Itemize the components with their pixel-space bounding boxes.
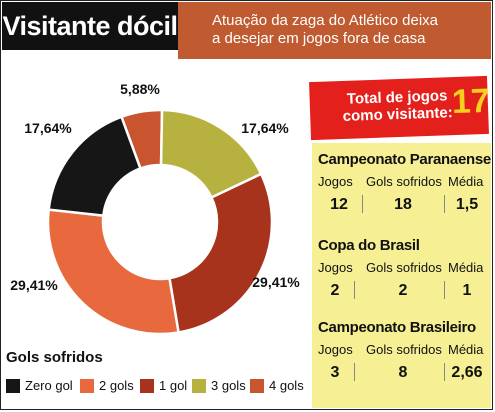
header-gols-sofridos: Gols sofridos (366, 260, 442, 275)
value-jogos: 12 (330, 196, 348, 213)
subtitle-line-2: a desejar em jogos fora de casa (212, 30, 426, 47)
legend-label: 1 gol (159, 378, 188, 393)
legend-label: 3 gols (211, 378, 246, 393)
header-media: Média (448, 174, 484, 189)
page-title: Visitante dócil (2, 2, 178, 50)
legend-swatch (6, 378, 20, 393)
legend-item-4-gols: 4 gols (250, 378, 304, 393)
legend-item-zero-gol: Zero gol (6, 378, 73, 393)
value-media: 2,66 (451, 364, 483, 381)
slice-1-gol (167, 172, 274, 334)
title-text: Visitante dócil (2, 10, 178, 41)
competition-title: Copa do Brasil (318, 237, 420, 254)
separator (444, 281, 445, 299)
separator (362, 195, 363, 213)
value-gols-sofridos: 8 (398, 364, 408, 381)
legend-label: 2 gols (99, 378, 134, 393)
slice-label-2-gols: 29,41% (10, 277, 58, 293)
value-gols-sofridos: 18 (394, 196, 412, 213)
value-jogos: 2 (330, 282, 340, 299)
slice-label-zero-gol: 17,64% (24, 120, 72, 136)
legend-label: Zero gol (25, 378, 73, 393)
header-jogos: Jogos (318, 260, 353, 275)
legend-title: Gols sofridos (6, 349, 103, 366)
value-gols-sofridos: 2 (398, 282, 408, 299)
subtitle-line-1: Atuação da zaga do Atlético deixa (212, 12, 438, 29)
legend-item-2-gols: 2 gols (80, 378, 134, 393)
competition-title: Campeonato Paranaense (318, 151, 491, 168)
total-games-badge: Total de jogos como visitante: 17 (309, 75, 491, 141)
separator (354, 363, 355, 381)
value-media: 1,5 (455, 196, 479, 213)
header-jogos: Jogos (318, 342, 353, 357)
slice-label-3-gols: 17,64% (241, 120, 289, 136)
header-media: Média (448, 342, 484, 357)
legend-item-1-gol: 1 gol (140, 378, 187, 393)
legend-label: 4 gols (269, 378, 304, 393)
total-games-value: 17 (451, 81, 491, 122)
competition-title: Campeonato Brasileiro (318, 319, 476, 336)
separator (444, 195, 445, 213)
subtitle-banner: Atuação da zaga do Atlético deixa a dese… (178, 2, 491, 59)
value-jogos: 3 (330, 364, 340, 381)
total-games-label: Total de jogos como visitante: (339, 87, 455, 125)
legend-item-3-gols: 3 gols (192, 378, 246, 393)
donut-chart: 5,88% 17,64% 29,41% 29,41% 17,64% (10, 81, 300, 336)
slice-label-4-gols: 5,88% (120, 81, 160, 97)
slice-2-gols (46, 208, 180, 336)
separator (354, 281, 355, 299)
slice-zero-gol (47, 115, 143, 218)
total-label-line-2: como visitante: (342, 104, 454, 125)
legend-swatch (250, 378, 264, 393)
separator (444, 363, 445, 381)
slice-label-1-gol: 29,41% (252, 274, 300, 290)
competitions-panel: Campeonato Paranaense Jogos Gols sofrido… (312, 143, 491, 408)
legend-swatch (80, 378, 94, 393)
legend-swatch (192, 378, 206, 393)
header-gols-sofridos: Gols sofridos (366, 174, 442, 189)
header-jogos: Jogos (318, 174, 353, 189)
value-media: 1 (462, 282, 472, 299)
header-media: Média (448, 260, 484, 275)
legend-swatch (140, 378, 154, 393)
header-gols-sofridos: Gols sofridos (366, 342, 442, 357)
